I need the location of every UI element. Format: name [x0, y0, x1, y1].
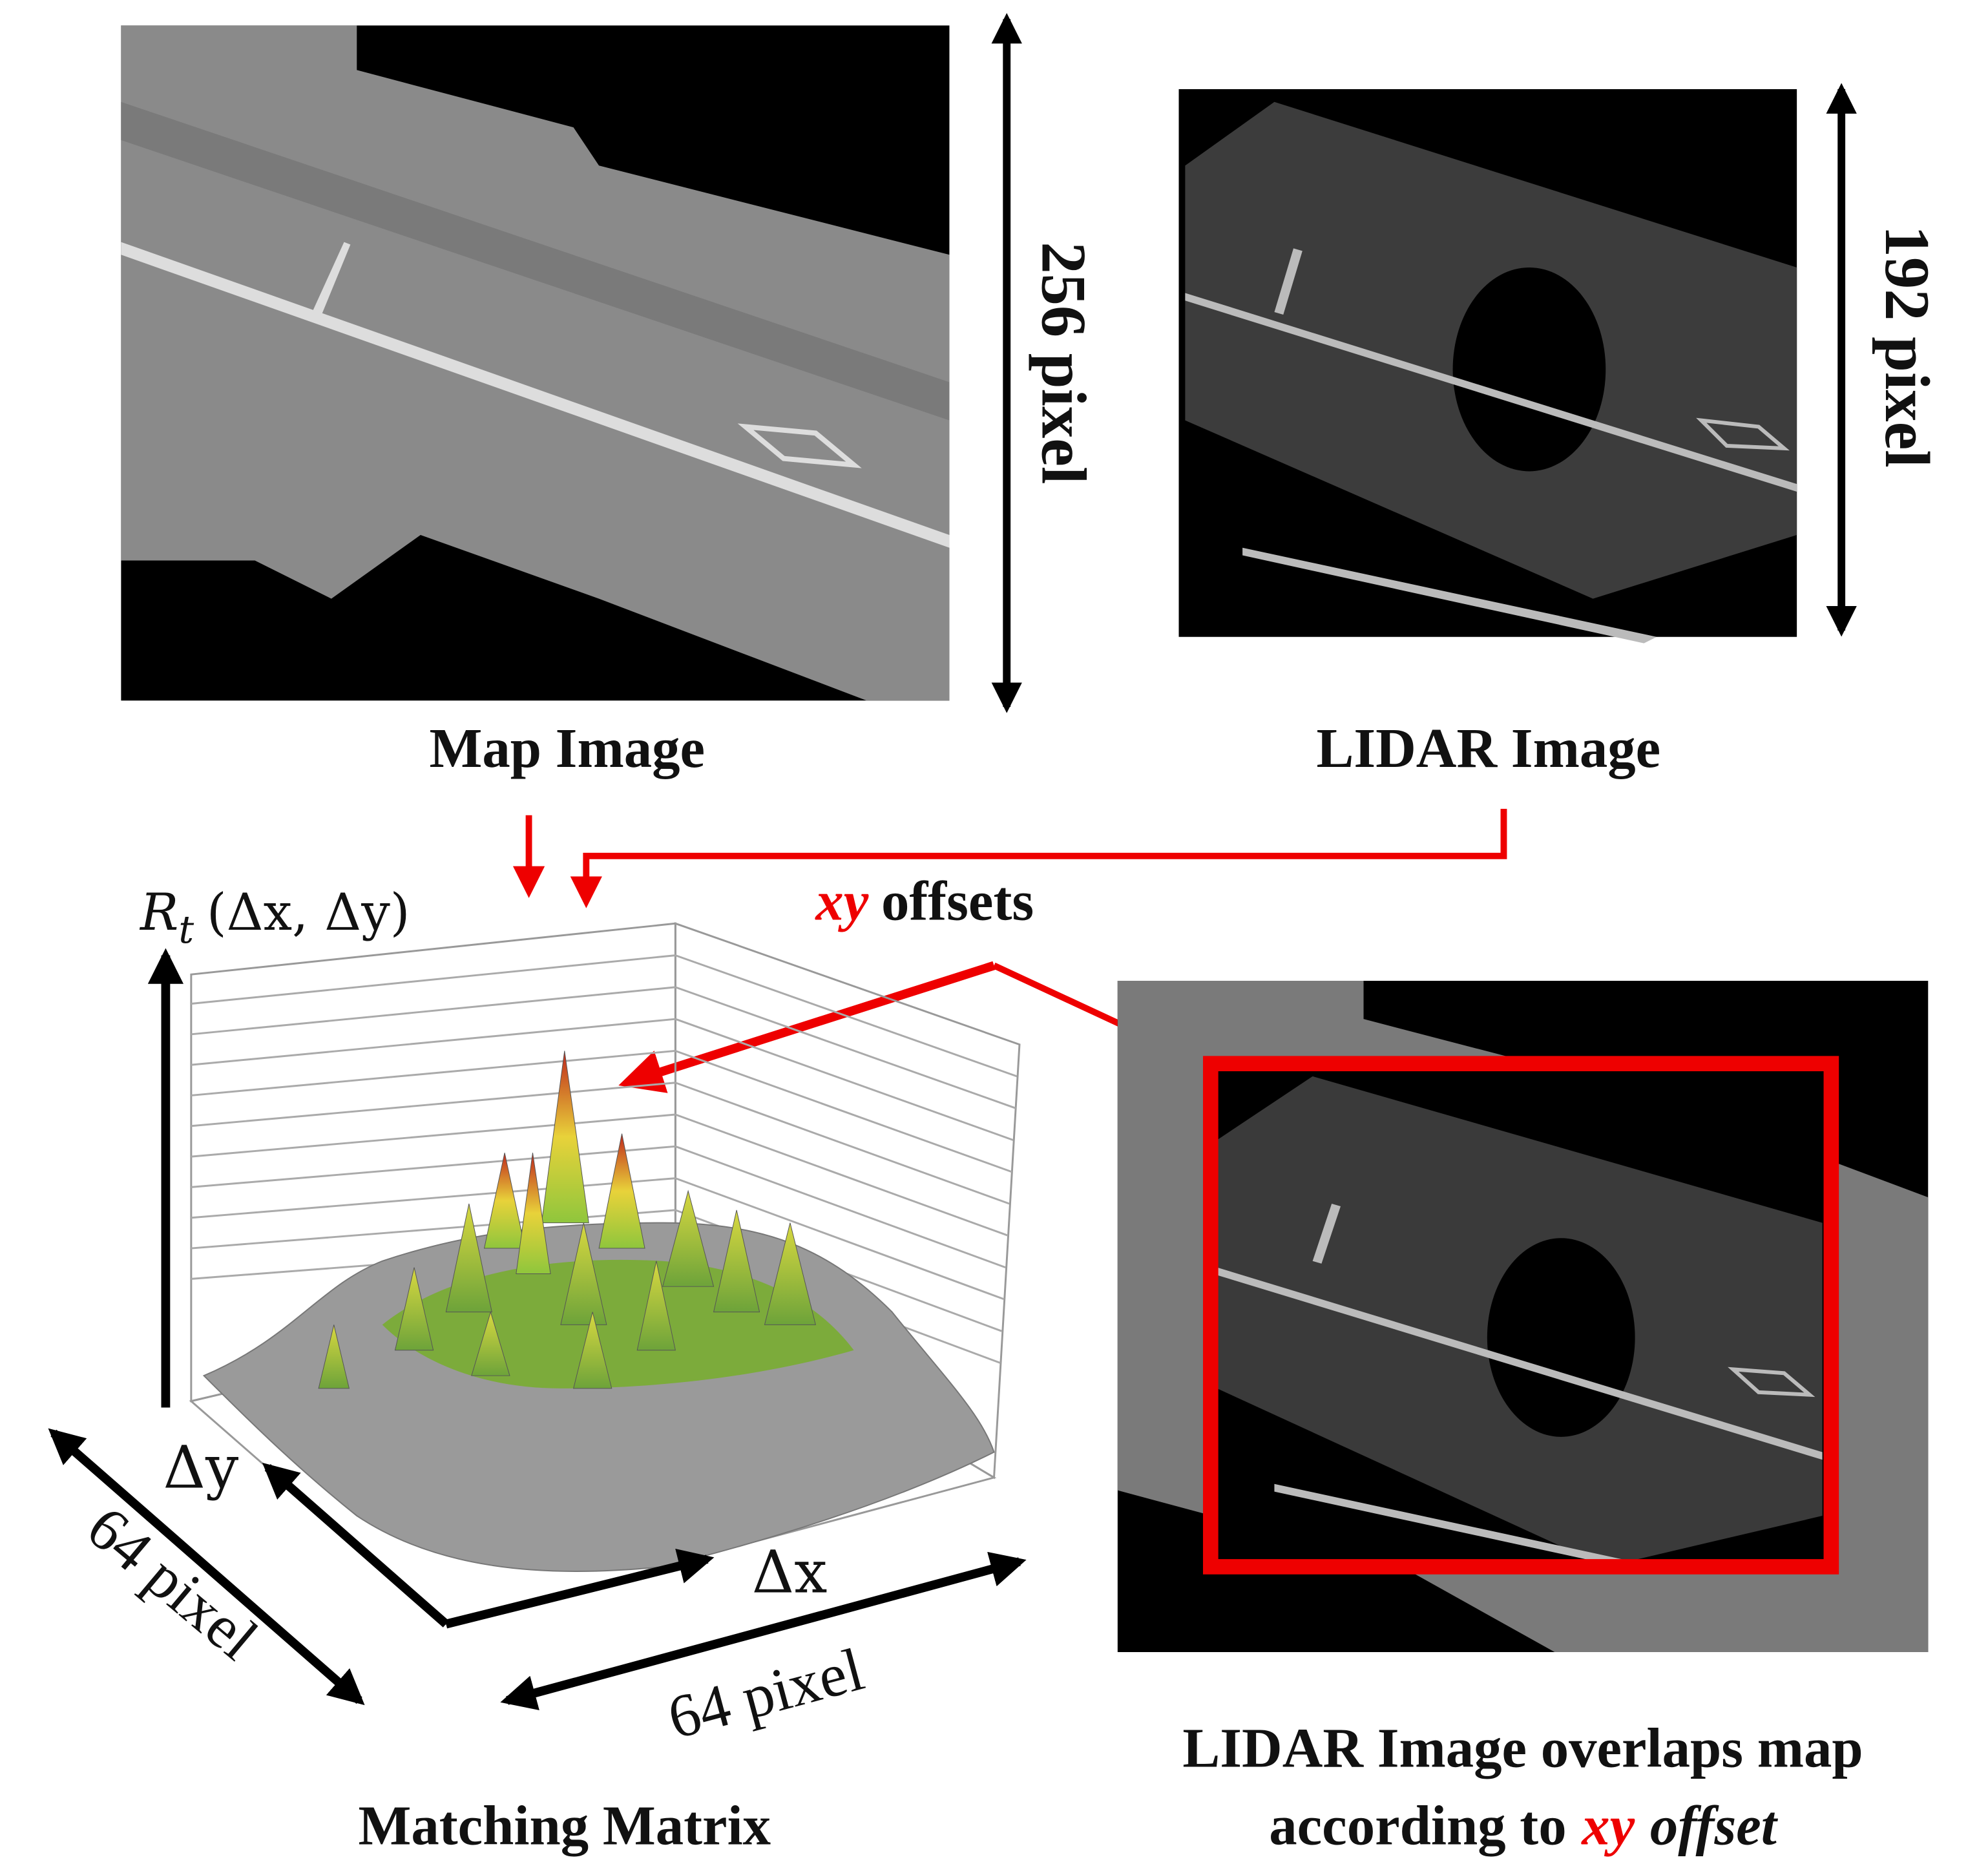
offsets-highlight: xy	[814, 870, 868, 932]
dy-label: Δy	[163, 1434, 238, 1502]
dx-label: Δx	[752, 1538, 828, 1606]
overlap-caption-line1: LIDAR Image overlaps map	[1182, 1717, 1863, 1779]
map-height-label: 256 pixel	[1028, 242, 1098, 484]
offsets-label: xy offsets	[814, 870, 1034, 932]
lidar-height-label: 192 pixel	[1872, 225, 1942, 468]
caption-prefix: according to	[1269, 1795, 1566, 1857]
offsets-text: offsets	[881, 870, 1034, 932]
z-axis-label: Rt (Δx, Δy)	[139, 883, 410, 952]
z-args: (Δx, Δy)	[207, 883, 410, 942]
caption-highlight: xy	[1580, 1795, 1635, 1857]
map-image	[121, 25, 950, 701]
matrix-caption: Matching Matrix	[358, 1795, 771, 1857]
caption-suffix: offset	[1650, 1795, 1779, 1857]
z-symbol: R	[139, 883, 178, 942]
matching-matrix-plot	[48, 922, 1027, 1710]
y-size-label: 64 pixel	[74, 1494, 270, 1673]
map-caption: Map Image	[429, 717, 705, 779]
z-subscript: t	[178, 907, 194, 952]
overlap-caption-line2: according to xy offset	[1269, 1795, 1778, 1857]
overlap-image	[1117, 981, 1929, 1652]
lidar-caption: LIDAR Image	[1316, 717, 1660, 779]
lidar-image	[1178, 89, 1797, 644]
